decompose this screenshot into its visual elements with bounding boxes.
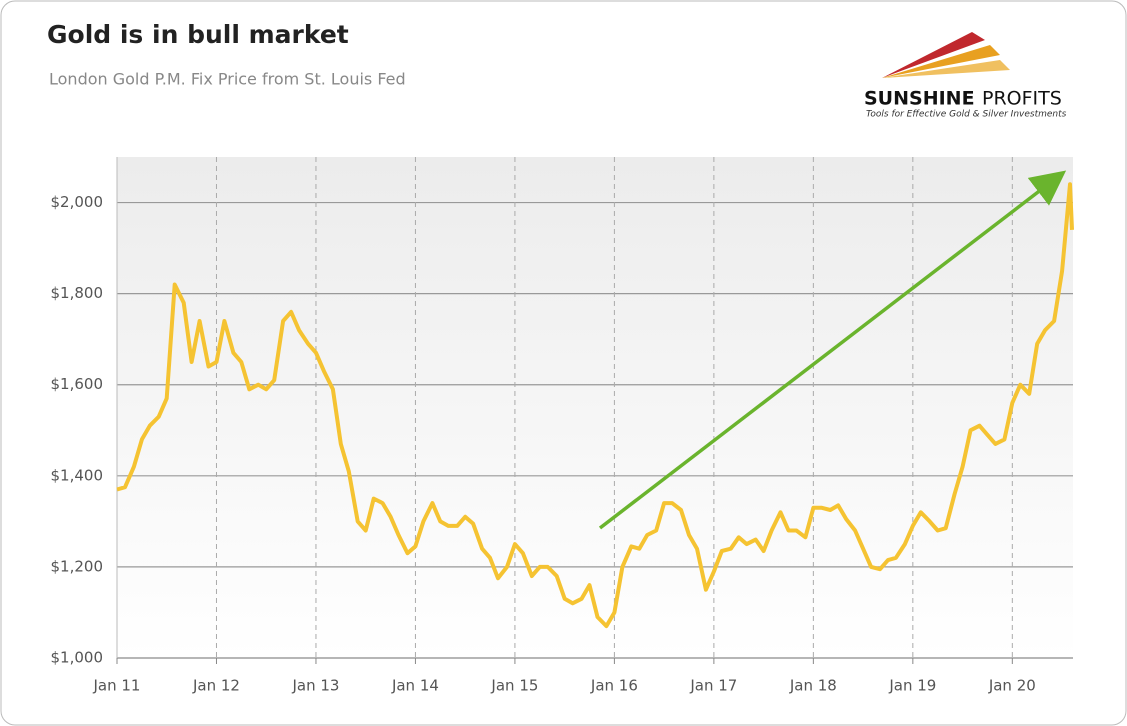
price-line (116, 182, 1074, 629)
logo-ray (882, 32, 985, 78)
x-tick-label: Jan 18 (789, 677, 837, 695)
y-tick-label: $2,000 (51, 193, 104, 211)
trend-arrow (598, 170, 1067, 530)
logo: SUNSHINE PROFITS Tools for Effective Gol… (864, 32, 1067, 120)
chart-subtitle: London Gold P.M. Fix Price from St. Loui… (49, 70, 406, 89)
logo-ray (882, 60, 1010, 78)
x-tick-label: Jan 15 (490, 677, 538, 695)
y-tick-label: $1,000 (51, 649, 104, 667)
logo-name: PROFITS (982, 88, 1062, 110)
y-tick-label: $1,200 (51, 557, 104, 575)
logo-name: SUNSHINE (864, 88, 975, 110)
x-tick-label: Jan 13 (291, 677, 339, 695)
x-tick-label: Jan 20 (988, 677, 1036, 695)
x-tick-label: Jan 16 (590, 677, 638, 695)
x-tick-label: Jan 14 (391, 677, 439, 695)
x-tick-label: Jan 12 (192, 677, 240, 695)
x-tick-label: Jan 11 (93, 677, 141, 695)
y-tick-label: $1,800 (51, 284, 104, 302)
logo-tagline: Tools for Effective Gold & Silver Invest… (866, 110, 1067, 120)
logo-ray (882, 45, 1000, 78)
x-tick-label: Jan 19 (888, 677, 936, 695)
chart-title: Gold is in bull market (47, 20, 349, 49)
plot-area (117, 157, 1073, 658)
y-tick-label: $1,400 (51, 466, 104, 484)
y-tick-label: $1,600 (51, 375, 104, 393)
x-tick-label: Jan 17 (689, 677, 737, 695)
